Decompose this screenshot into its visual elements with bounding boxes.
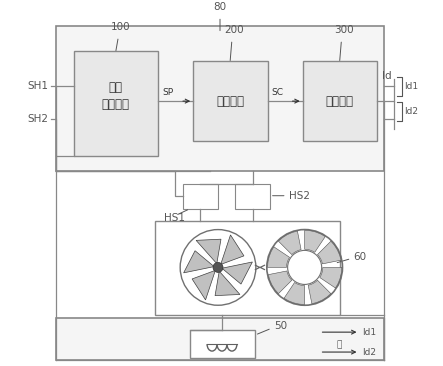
Polygon shape — [222, 262, 253, 284]
Text: 80: 80 — [214, 3, 226, 12]
Polygon shape — [305, 230, 325, 252]
Text: SC: SC — [272, 88, 284, 97]
Bar — [56, 26, 385, 171]
Circle shape — [213, 262, 223, 272]
Text: HS1: HS1 — [164, 213, 185, 223]
Text: Id1: Id1 — [362, 328, 377, 337]
Bar — [193, 61, 268, 141]
Text: 驱动电路: 驱动电路 — [326, 95, 354, 108]
Text: SH1: SH1 — [28, 81, 49, 91]
Text: 信号
处理电路: 信号 处理电路 — [101, 81, 129, 111]
Text: Id2: Id2 — [362, 348, 377, 356]
Text: 50: 50 — [274, 321, 287, 331]
Bar — [303, 61, 377, 141]
Polygon shape — [221, 235, 244, 265]
Polygon shape — [268, 247, 290, 268]
Bar — [74, 51, 158, 156]
Polygon shape — [318, 241, 341, 264]
Bar — [235, 184, 270, 209]
Text: Id2: Id2 — [404, 107, 418, 116]
Text: 200: 200 — [224, 25, 244, 36]
Bar — [190, 330, 255, 358]
Text: 60: 60 — [354, 253, 366, 262]
Text: HS2: HS2 — [289, 191, 310, 201]
Polygon shape — [192, 270, 215, 300]
Polygon shape — [320, 268, 342, 288]
Text: SH2: SH2 — [28, 114, 49, 124]
Polygon shape — [308, 280, 331, 304]
Text: 控制电路: 控制电路 — [216, 95, 244, 108]
Polygon shape — [215, 271, 240, 296]
Bar — [155, 221, 339, 315]
Polygon shape — [184, 251, 214, 273]
Bar — [56, 318, 385, 360]
Text: 100: 100 — [111, 22, 130, 33]
Text: SP: SP — [162, 88, 173, 97]
Text: 或: 或 — [337, 341, 342, 350]
Text: 300: 300 — [334, 25, 354, 36]
Polygon shape — [196, 239, 221, 264]
Polygon shape — [284, 283, 305, 305]
Polygon shape — [279, 231, 301, 255]
Text: Id: Id — [382, 71, 391, 81]
Bar — [183, 184, 218, 209]
Text: Id1: Id1 — [404, 82, 418, 91]
Polygon shape — [268, 271, 292, 294]
